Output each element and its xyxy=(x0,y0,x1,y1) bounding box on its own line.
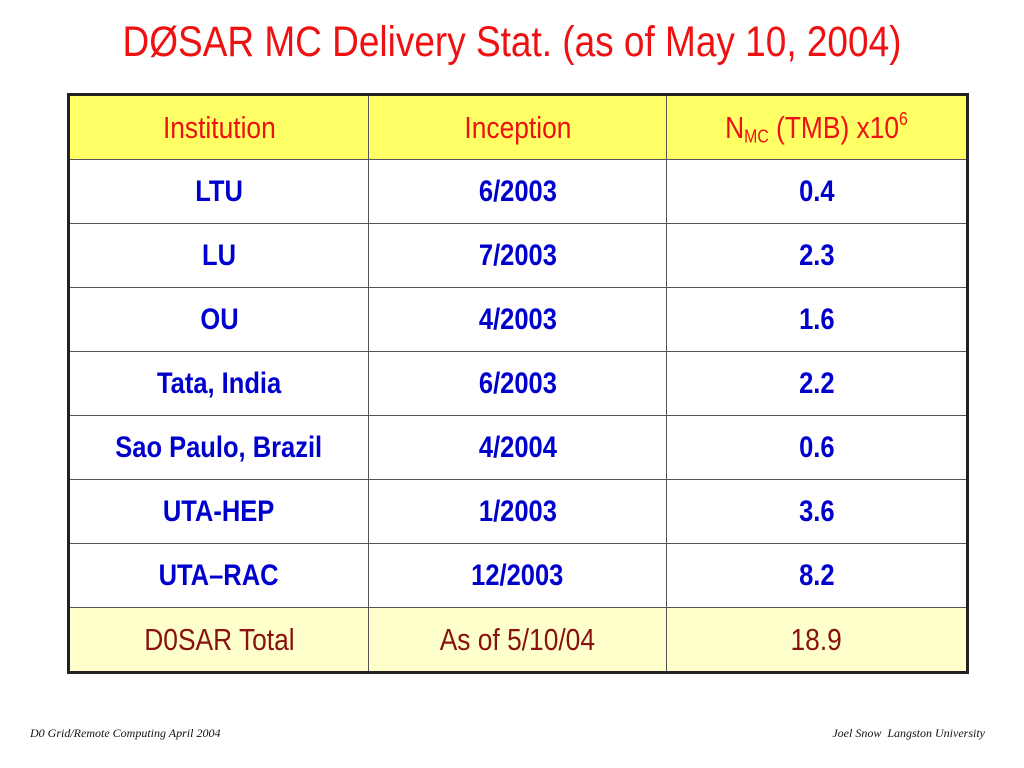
cell-institution: UTA-HEP xyxy=(68,479,369,544)
cell-inception: 12/2003 xyxy=(368,543,667,608)
header-institution: Institution xyxy=(68,94,369,160)
header-inception: Inception xyxy=(368,94,667,160)
cell-nmc: 3.6 xyxy=(666,479,968,544)
cell-nmc: 0.4 xyxy=(666,159,968,224)
cell-inception: 7/2003 xyxy=(368,223,667,288)
cell-inception: 1/2003 xyxy=(368,479,667,544)
cell-inception: 4/2003 xyxy=(368,287,667,352)
cell-inception: 4/2004 xyxy=(368,415,667,480)
header-nmc-exponent: 6 xyxy=(899,107,908,129)
cell-inception: 6/2003 xyxy=(368,351,667,416)
cell-nmc: 1.6 xyxy=(666,287,968,352)
cell-nmc: 8.2 xyxy=(666,543,968,608)
cell-nmc: 0.6 xyxy=(666,415,968,480)
total-nmc: 18.9 xyxy=(666,607,968,673)
table-row: UTA–RAC 12/2003 8.2 xyxy=(68,543,968,608)
cell-nmc: 2.3 xyxy=(666,223,968,288)
slide-title: DØSAR MC Delivery Stat. (as of May 10, 2… xyxy=(122,18,902,66)
cell-nmc: 2.2 xyxy=(666,351,968,416)
cell-institution: Tata, India xyxy=(68,351,369,416)
header-nmc: NMC (TMB) x106 xyxy=(666,94,968,160)
table-row: OU 4/2003 1.6 xyxy=(68,287,968,352)
header-nmc-subscript: MC xyxy=(744,125,769,147)
footer-right: Joel Snow Langston University xyxy=(832,726,985,740)
table-row: UTA-HEP 1/2003 3.6 xyxy=(68,479,968,544)
header-nmc-unit: (TMB) x10 xyxy=(768,109,900,145)
cell-institution: UTA–RAC xyxy=(68,543,369,608)
table-row: LTU 6/2003 0.4 xyxy=(68,159,968,224)
cell-institution: Sao Paulo, Brazil xyxy=(68,415,369,480)
header-nmc-symbol: N xyxy=(725,109,745,145)
total-row: D0SAR Total As of 5/10/04 18.9 xyxy=(68,607,968,673)
cell-institution: LU xyxy=(68,223,369,288)
footer-left: D0 Grid/Remote Computing April 2004 xyxy=(30,726,221,740)
table-row: LU 7/2003 2.3 xyxy=(68,223,968,288)
delivery-stats-table: Institution Inception NMC (TMB) x106 LTU… xyxy=(67,93,969,674)
table-header-row: Institution Inception NMC (TMB) x106 xyxy=(68,94,968,160)
table-row: Sao Paulo, Brazil 4/2004 0.6 xyxy=(68,415,968,480)
cell-inception: 6/2003 xyxy=(368,159,667,224)
table-row: Tata, India 6/2003 2.2 xyxy=(68,351,968,416)
total-institution: D0SAR Total xyxy=(68,607,369,673)
total-inception: As of 5/10/04 xyxy=(368,607,667,673)
cell-institution: OU xyxy=(68,287,369,352)
cell-institution: LTU xyxy=(68,159,369,224)
